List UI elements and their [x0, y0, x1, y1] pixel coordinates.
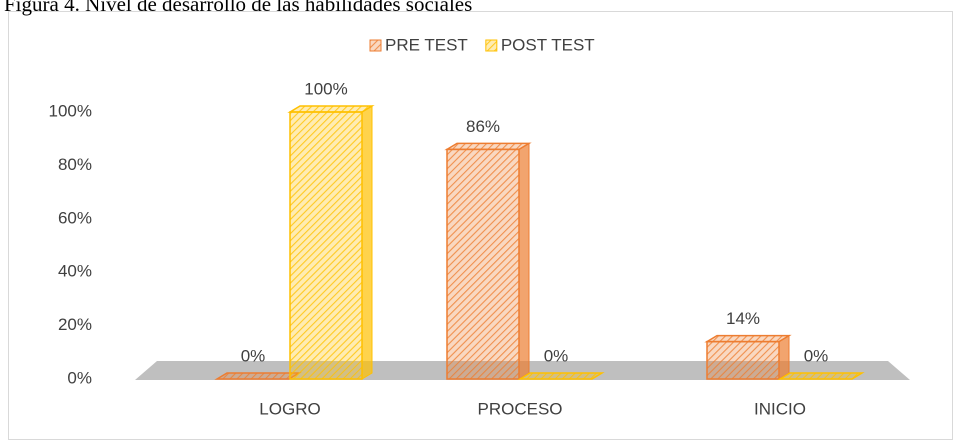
bar — [706, 340, 780, 380]
bar-top — [777, 372, 865, 380]
y-tick-label: 60% — [58, 208, 92, 227]
legend-label: POST TEST — [501, 35, 595, 54]
value-label: 100% — [304, 79, 347, 98]
chart-title: Figura 4. Nivel de desarrollo de las hab… — [4, 0, 472, 16]
bar-side — [518, 142, 530, 380]
bar-side — [778, 334, 790, 380]
x-tick-label: INICIO — [754, 399, 806, 418]
x-tick-label: LOGRO — [259, 399, 320, 418]
bar-top — [517, 372, 605, 380]
value-label: 14% — [726, 309, 760, 328]
bar-top — [214, 372, 302, 380]
y-tick-label: 100% — [49, 101, 92, 120]
x-tick-label: PROCESO — [477, 399, 562, 418]
bar — [289, 111, 363, 380]
value-label: 0% — [241, 346, 266, 365]
legend-swatch — [485, 39, 498, 52]
bar-side — [361, 105, 373, 380]
y-tick-label: 20% — [58, 315, 92, 334]
bar-top — [444, 142, 532, 151]
value-label: 86% — [466, 117, 500, 136]
y-tick-label: 40% — [58, 262, 92, 281]
y-tick-label: 80% — [58, 155, 92, 174]
bar-top — [287, 105, 375, 113]
bar — [446, 148, 520, 380]
y-tick-label: 0% — [67, 368, 92, 387]
value-label: 0% — [804, 346, 829, 365]
legend-label: PRE TEST — [385, 35, 468, 54]
value-label: 0% — [544, 346, 569, 365]
bar-top — [704, 334, 792, 343]
legend-swatch — [369, 39, 382, 52]
